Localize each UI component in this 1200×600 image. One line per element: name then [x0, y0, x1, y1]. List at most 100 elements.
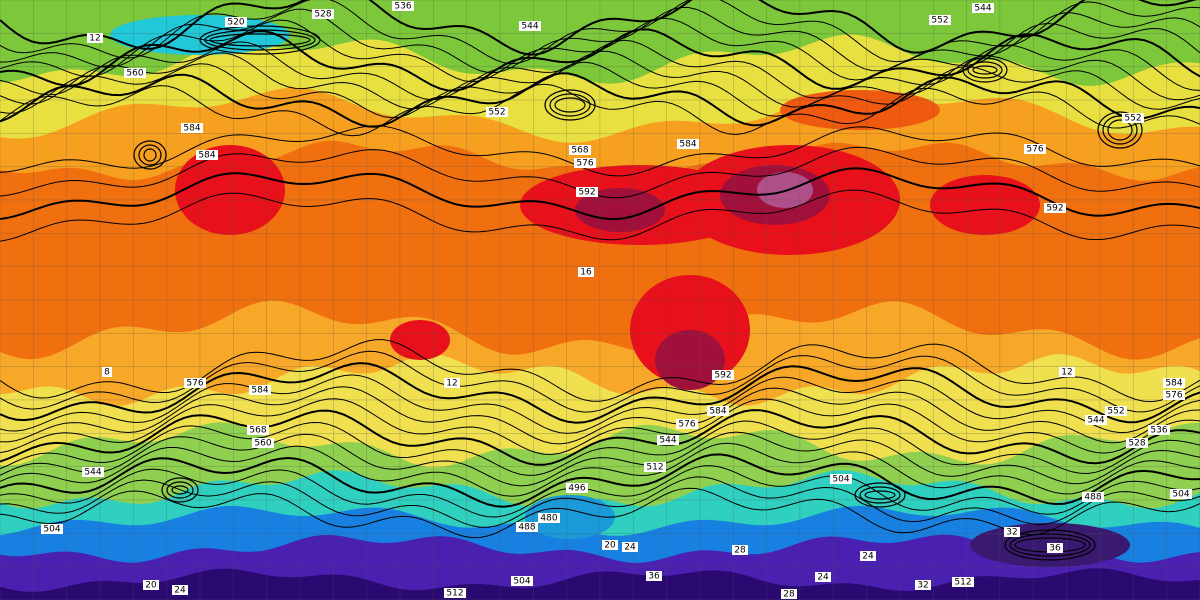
- contour-label: 504: [43, 525, 60, 535]
- closed-contour: [1009, 533, 1091, 557]
- contour-label: 592: [578, 188, 595, 198]
- label-background: [578, 267, 594, 277]
- contour-label: 544: [84, 468, 101, 478]
- contour-label: 544: [659, 436, 676, 446]
- label-background: [1085, 415, 1107, 425]
- label-background: [444, 378, 460, 388]
- closed-contour: [166, 481, 194, 499]
- label-background: [1047, 543, 1063, 553]
- label-background: [1148, 425, 1170, 435]
- closed-contour: [199, 25, 321, 55]
- label-background: [312, 9, 334, 19]
- label-background: [622, 542, 638, 552]
- contour-label: 584: [679, 140, 696, 150]
- contour-label: 504: [1172, 490, 1189, 500]
- contour-label: 24: [174, 586, 186, 596]
- contour-label: 576: [678, 420, 695, 430]
- contour-label: 28: [783, 590, 795, 600]
- label-background: [172, 585, 188, 595]
- label-background: [952, 577, 974, 587]
- contour-label: 28: [734, 546, 746, 556]
- contour-label: 576: [1026, 145, 1043, 155]
- label-background: [538, 513, 560, 523]
- height-contour: [0, 453, 1200, 508]
- label-background: [1044, 203, 1066, 213]
- height-contours: [0, 0, 1200, 561]
- closed-contour: [133, 140, 167, 170]
- label-background: [511, 576, 533, 586]
- label-background: [249, 385, 271, 395]
- closed-contour: [859, 486, 901, 504]
- warm-area: [175, 145, 285, 235]
- height-contour: [0, 50, 1200, 110]
- label-background: [781, 589, 797, 599]
- contour-label: 36: [648, 572, 660, 582]
- label-background: [1004, 527, 1020, 537]
- height-contour: [0, 0, 1198, 56]
- label-background: [677, 139, 699, 149]
- label-background: [1163, 378, 1185, 388]
- label-background: [929, 15, 951, 25]
- contour-label: 584: [183, 124, 200, 134]
- label-background: [576, 187, 598, 197]
- contour-label: 8: [104, 368, 110, 378]
- height-contour: [0, 39, 1200, 101]
- contour-label: 488: [1084, 493, 1101, 503]
- contour-label: 584: [709, 407, 726, 417]
- contour-label: 24: [624, 543, 636, 553]
- contour-label: 12: [446, 379, 457, 389]
- height-contour: [0, 398, 1200, 455]
- closed-contour: [854, 482, 906, 508]
- label-background: [657, 435, 679, 445]
- height-contour: [0, 189, 1200, 242]
- closed-contour: [171, 485, 189, 495]
- label-background: [712, 370, 734, 380]
- closed-contour: [967, 61, 1003, 79]
- contour-label: 512: [446, 589, 463, 599]
- label-background: [1126, 438, 1148, 448]
- height-contour: [0, 83, 1200, 137]
- contour-label: 592: [1046, 204, 1063, 214]
- contour-label: 576: [576, 159, 593, 169]
- label-background: [815, 572, 831, 582]
- contour-label: 568: [249, 426, 266, 436]
- warm-area: [930, 175, 1040, 235]
- contour-label: 568: [571, 146, 588, 156]
- label-background: [519, 21, 541, 31]
- contour-label: 16: [580, 268, 592, 278]
- label-background: [181, 123, 203, 133]
- contour-label: 32: [1006, 528, 1017, 538]
- label-background: [830, 474, 852, 484]
- contour-label: 20: [145, 581, 157, 591]
- height-contour: [0, 167, 1200, 221]
- contour-label: 24: [817, 573, 829, 583]
- closed-contour: [962, 57, 1008, 83]
- label-background: [1024, 144, 1046, 154]
- contour-label: 576: [186, 379, 203, 389]
- closed-contour: [1004, 529, 1096, 561]
- contour-label: 584: [198, 151, 215, 161]
- label-background: [646, 571, 662, 581]
- contour-label: 504: [832, 475, 849, 485]
- contour-label: 544: [974, 4, 991, 14]
- contour-label: 536: [1150, 426, 1167, 436]
- contour-label: 592: [714, 371, 731, 381]
- height-contour: [0, 476, 1200, 528]
- closed-contour: [554, 97, 586, 113]
- label-background: [252, 438, 274, 448]
- contour-label: 552: [931, 16, 948, 26]
- label-background: [1105, 406, 1127, 416]
- contour-label: 496: [568, 484, 585, 494]
- label-background: [732, 545, 748, 555]
- label-background: [1059, 367, 1075, 377]
- contour-label: 560: [254, 439, 271, 449]
- label-background: [124, 68, 146, 78]
- cold-area: [525, 495, 615, 539]
- label-background: [247, 425, 269, 435]
- label-background: [972, 3, 994, 13]
- closed-contour: [1102, 115, 1138, 145]
- label-background: [566, 483, 588, 493]
- height-contour: [0, 72, 1200, 128]
- label-background: [184, 378, 206, 388]
